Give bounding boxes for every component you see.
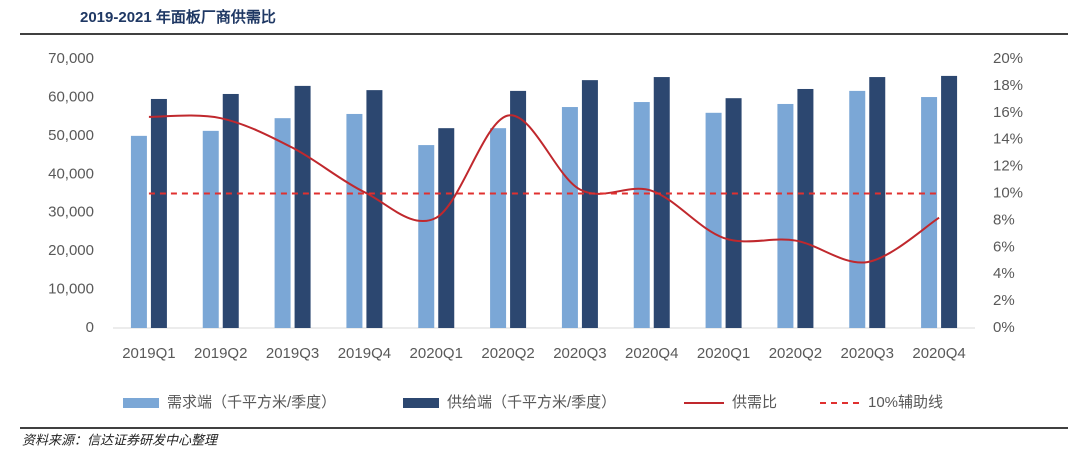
legend-label: 供给端（千平方米/季度）: [447, 394, 616, 411]
line-series: [148, 114, 940, 264]
bar: [438, 128, 455, 328]
source-note: 资料来源：信达证券研发中心整理: [22, 432, 219, 447]
bar: [705, 112, 722, 328]
y2-tick-label: 2%: [993, 292, 1015, 309]
x-tick-label: 2019Q2: [194, 345, 247, 362]
y2-tick-label: 6%: [993, 238, 1015, 255]
bar: [418, 145, 435, 328]
bar: [653, 77, 670, 328]
bar: [510, 90, 527, 328]
bar: [490, 128, 507, 328]
bar: [294, 85, 311, 329]
y-tick-label: 10,000: [48, 281, 94, 298]
y-tick-label: 60,000: [48, 88, 94, 105]
bar: [633, 102, 650, 328]
y2-tick-label: 20%: [993, 50, 1023, 67]
bar: [849, 90, 866, 328]
legend-swatch: [403, 398, 439, 408]
bar: [150, 98, 167, 328]
y2-tick-label: 16%: [993, 104, 1023, 121]
y2-tick-label: 10%: [993, 184, 1023, 201]
bar: [561, 107, 578, 329]
y-tick-label: 50,000: [48, 127, 94, 144]
bar: [274, 118, 291, 329]
y2-tick-label: 8%: [993, 211, 1015, 228]
y-tick-label: 0: [86, 319, 94, 336]
x-tick-label: 2019Q1: [122, 345, 175, 362]
y2-tick-label: 0%: [993, 319, 1015, 336]
bar: [777, 103, 794, 328]
bar: [202, 130, 219, 328]
y-tick-label: 70,000: [48, 50, 94, 67]
bar: [725, 98, 742, 328]
x-tick-label: 2020Q4: [912, 345, 965, 362]
y-tick-label: 30,000: [48, 204, 94, 221]
bar: [581, 80, 598, 328]
x-tick-label: 2019Q4: [338, 345, 391, 362]
bar: [797, 88, 814, 328]
x-tick-label: 2020Q1: [697, 345, 750, 362]
bar: [222, 93, 239, 328]
y2-tick-label: 12%: [993, 158, 1023, 175]
legend-label: 需求端（千平方米/季度）: [167, 394, 336, 411]
y2-tick-label: 4%: [993, 265, 1015, 282]
chart-title: 2019-2021 年面板厂商供需比: [80, 8, 276, 26]
x-tick-label: 2020Q3: [553, 345, 606, 362]
bar: [941, 75, 958, 328]
legend-swatch: [123, 398, 159, 408]
bar: [346, 113, 363, 329]
y-tick-label: 20,000: [48, 242, 94, 259]
bar: [366, 90, 383, 329]
y2-tick-label: 14%: [993, 131, 1023, 148]
bar: [130, 135, 147, 328]
x-tick-label: 2020Q2: [769, 345, 822, 362]
x-tick-label: 2020Q3: [841, 345, 894, 362]
x-tick-label: 2020Q1: [410, 345, 463, 362]
x-tick-label: 2020Q4: [625, 345, 678, 362]
y2-tick-label: 18%: [993, 77, 1023, 94]
y-tick-label: 40,000: [48, 165, 94, 182]
legend-label: 10%辅助线: [868, 394, 943, 411]
bar: [921, 97, 938, 329]
bar: [869, 77, 886, 328]
legend-label: 供需比: [732, 394, 777, 411]
x-tick-label: 2019Q3: [266, 345, 319, 362]
x-tick-label: 2020Q2: [481, 345, 534, 362]
